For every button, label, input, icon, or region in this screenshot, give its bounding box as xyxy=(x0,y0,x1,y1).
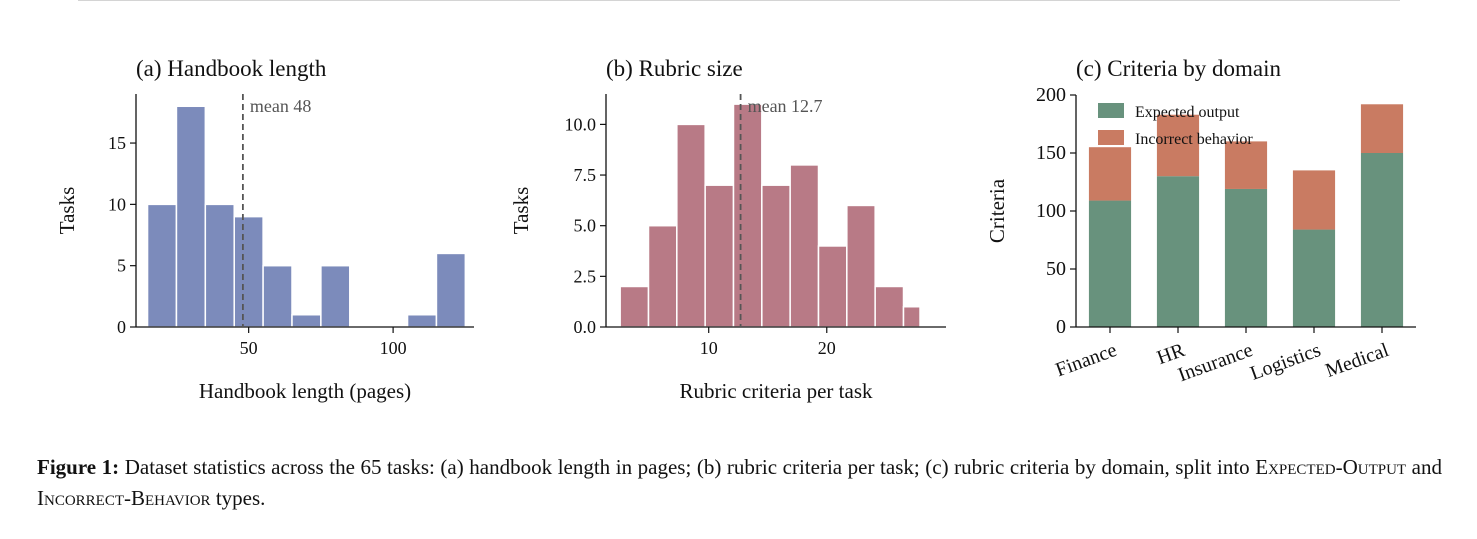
x-tick-label-finance: Finance xyxy=(1053,339,1120,381)
panel-title: (b) Rubric size xyxy=(606,56,743,81)
caption-label: Figure 1: xyxy=(37,455,120,479)
histogram-bar xyxy=(789,164,820,328)
caption-and: and xyxy=(1406,455,1442,479)
histogram-bar xyxy=(146,203,178,328)
histogram-bar xyxy=(874,285,905,328)
figure-caption: Figure 1: Dataset statistics across the … xyxy=(37,452,1442,514)
bar-expected-output xyxy=(1156,176,1200,327)
histogram-bar xyxy=(291,313,322,328)
top-rule xyxy=(78,0,1400,1)
histogram-bar xyxy=(435,252,467,328)
legend-swatch xyxy=(1098,130,1124,145)
histogram-bar xyxy=(262,264,293,328)
x-tick-label: 50 xyxy=(240,338,258,358)
y-tick-label: 7.5 xyxy=(574,165,597,185)
y-tick-label: 150 xyxy=(1036,142,1066,164)
y-axis-label: Criteria xyxy=(985,178,1009,243)
histogram-bar xyxy=(902,305,921,328)
figure: (a) Handbook length Tasks Handbook length … xyxy=(55,56,1416,403)
histogram-bar xyxy=(175,105,207,328)
panel-handbook-length: (a) Handbook length Tasks Handbook length … xyxy=(55,56,474,403)
x-tick-label-medical: Medical xyxy=(1323,339,1393,382)
x-tick-label: 100 xyxy=(380,338,407,358)
histogram-bar xyxy=(320,264,351,328)
bar-incorrect-behavior xyxy=(1224,141,1268,189)
histogram-bar xyxy=(732,103,763,328)
bar-expected-output xyxy=(1360,153,1404,327)
histogram-bar xyxy=(204,203,235,328)
y-tick-label: 2.5 xyxy=(574,266,597,286)
panel-title: (a) Handbook length xyxy=(136,56,327,81)
bar-incorrect-behavior xyxy=(1088,147,1132,201)
caption-text-1: Dataset statistics across the 65 tasks: … xyxy=(119,455,1256,479)
caption-incorrect-behavior: Incorrect-Behavior xyxy=(37,486,211,510)
x-tick-label-logistics: Logistics xyxy=(1247,339,1324,385)
y-tick-label: 200 xyxy=(1036,84,1066,106)
y-axis-label: Tasks xyxy=(509,187,533,235)
bar-incorrect-behavior xyxy=(1292,170,1336,230)
legend-label: Expected output xyxy=(1135,104,1240,121)
y-tick-label: 0 xyxy=(1056,316,1066,338)
caption-text-2: types. xyxy=(210,486,266,510)
histogram-bar xyxy=(817,245,848,328)
x-tick-label: 20 xyxy=(818,338,836,358)
histogram-bar xyxy=(761,184,791,328)
y-tick-label: 10 xyxy=(108,194,126,214)
histogram-bar xyxy=(647,224,678,328)
y-tick-label: 10.0 xyxy=(565,114,597,134)
y-tick-label: 0.0 xyxy=(574,317,597,337)
x-axis-label: Rubric criteria per task xyxy=(680,379,873,403)
y-axis-label: Tasks xyxy=(55,187,79,235)
histogram-bar xyxy=(704,184,735,328)
legend-label: Incorrect behavior xyxy=(1135,131,1253,148)
caption-expected-output: Expected-Output xyxy=(1255,455,1407,479)
bar-expected-output xyxy=(1088,200,1132,327)
x-tick-label: 10 xyxy=(700,338,718,358)
histogram-bar xyxy=(233,215,264,328)
bar-expected-output xyxy=(1292,229,1336,327)
histogram-bar xyxy=(406,313,438,328)
legend-swatch xyxy=(1098,103,1124,118)
y-tick-label: 0 xyxy=(117,317,126,337)
x-axis-label: Handbook length (pages) xyxy=(199,379,411,403)
mean-annotation: mean 12.7 xyxy=(748,96,823,116)
panel-title: (c) Criteria by domain xyxy=(1076,56,1282,81)
x-tick-label-insurance: Insurance xyxy=(1175,339,1256,386)
bar-expected-output xyxy=(1224,188,1268,327)
histogram-bar xyxy=(676,123,706,328)
histogram-bar xyxy=(846,204,876,328)
bar-incorrect-behavior xyxy=(1360,104,1404,153)
y-tick-label: 50 xyxy=(1046,258,1066,280)
mean-annotation: mean 48 xyxy=(250,96,311,116)
y-tick-label: 5.0 xyxy=(574,216,597,236)
y-tick-label: 15 xyxy=(108,133,126,153)
histogram-bar xyxy=(619,285,650,328)
bar-incorrect-behavior xyxy=(1156,114,1200,177)
panel-rubric-size: (b) Rubric size Tasks Rubric criteria per … xyxy=(509,56,946,403)
y-tick-label: 100 xyxy=(1036,200,1066,222)
y-tick-label: 5 xyxy=(117,256,126,276)
